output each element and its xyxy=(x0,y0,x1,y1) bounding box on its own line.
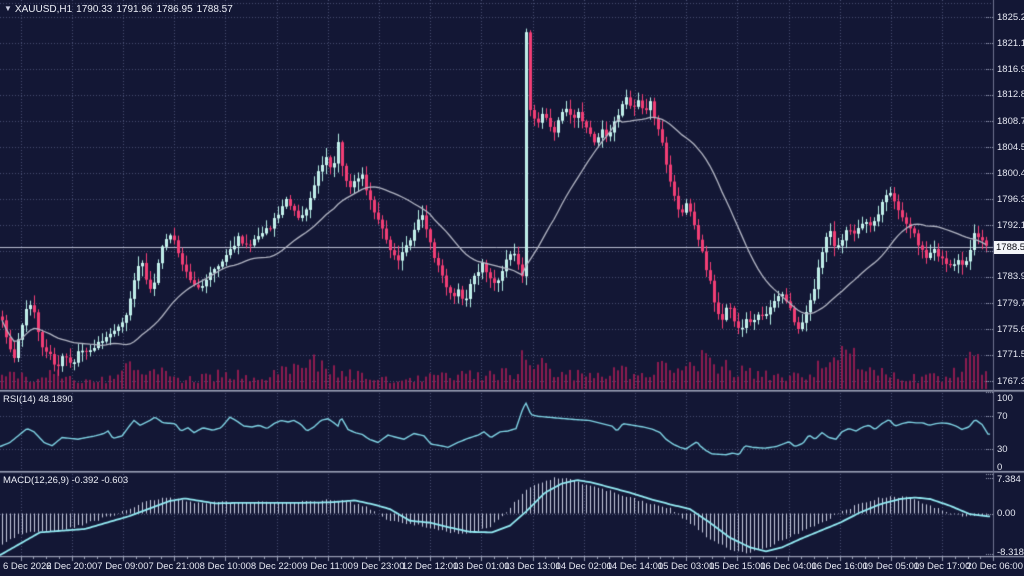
price-axis-label: 1825.25 xyxy=(997,11,1024,23)
macd-axis-label: -8.318 xyxy=(997,547,1024,558)
ohlc-high: 1791.96 xyxy=(116,4,153,15)
time-axis-label: 7 Dec 09:00 xyxy=(97,561,149,572)
time-axis-label: 8 Dec 22:00 xyxy=(250,561,303,572)
macd-indicator-label: MACD(12,26,9) -0.392 -0.603 xyxy=(3,475,129,486)
chart-header: ▼ XAUUSD,H1 1790.33 1791.96 1786.95 1788.57 xyxy=(4,4,237,15)
macd-axis-label: 7.384 xyxy=(997,474,1021,485)
rsi-axis-label: 0 xyxy=(997,462,1003,473)
ohlc-open: 1790.33 xyxy=(76,4,113,15)
price-axis-label: 1792.15 xyxy=(997,219,1024,231)
time-axis-label: 15 Dec 03:00 xyxy=(657,561,715,572)
price-axis-label: 1783.90 xyxy=(997,271,1024,283)
macd-axis-label: 0.00 xyxy=(997,508,1016,519)
time-axis-label: 13 Dec 01:00 xyxy=(453,561,510,572)
time-axis-label: 14 Dec 02:00 xyxy=(555,561,612,572)
time-axis-label: 16 Dec 16:00 xyxy=(811,561,868,572)
ohlc-close: 1788.57 xyxy=(196,4,233,15)
price-axis-label: 1771.50 xyxy=(997,349,1024,361)
time-axis-label: 13 Dec 13:00 xyxy=(504,561,561,572)
price-axis-label: 1800.40 xyxy=(997,167,1024,179)
time-axis-label: 12 Dec 12:00 xyxy=(401,561,459,572)
time-axis-label: 19 Dec 17:00 xyxy=(913,561,971,572)
price-axis-label: 1821.10 xyxy=(997,37,1024,49)
time-axis-label: 6 Dec 20:00 xyxy=(46,561,98,572)
time-axis-label: 9 Dec 23:00 xyxy=(353,561,405,572)
rsi-axis-label: 30 xyxy=(997,443,1008,455)
price-axis-label: 1767.35 xyxy=(997,375,1024,387)
price-axis-label: 1796.30 xyxy=(997,193,1024,205)
current-price-tag: 1788.57 xyxy=(994,241,1024,255)
time-axis-label: 6 Dec 2022 xyxy=(3,561,52,572)
time-axis-label: 15 Dec 15:00 xyxy=(709,561,766,572)
time-axis-label: 7 Dec 21:00 xyxy=(148,561,200,572)
price-axis-label: 1804.55 xyxy=(997,141,1024,153)
time-axis-label: 8 Dec 10:00 xyxy=(199,561,251,572)
price-axis-label: 1812.85 xyxy=(997,89,1024,101)
time-axis-label: 20 Dec 06:00 xyxy=(966,561,1023,572)
time-axis-label: 9 Dec 11:00 xyxy=(302,561,353,572)
rsi-axis-label: 70 xyxy=(997,410,1008,422)
time-axis-label: 19 Dec 05:00 xyxy=(862,561,920,572)
collapse-triangle-icon[interactable]: ▼ xyxy=(4,4,12,13)
ohlc-low: 1786.95 xyxy=(156,4,193,15)
price-axis-label: 1808.70 xyxy=(997,115,1024,127)
time-axis-label: 14 Dec 14:00 xyxy=(606,561,664,572)
rsi-axis-label: 100 xyxy=(997,393,1013,404)
symbol-period-label: XAUUSD,H1 xyxy=(14,4,73,15)
price-axis-label: 1779.75 xyxy=(997,297,1024,309)
price-axis-label: 1816.95 xyxy=(997,63,1024,75)
time-axis-label: 16 Dec 04:00 xyxy=(760,561,817,572)
price-axis-label: 1775.60 xyxy=(997,323,1024,335)
rsi-indicator-label: RSI(14) 48.1890 xyxy=(3,394,73,405)
